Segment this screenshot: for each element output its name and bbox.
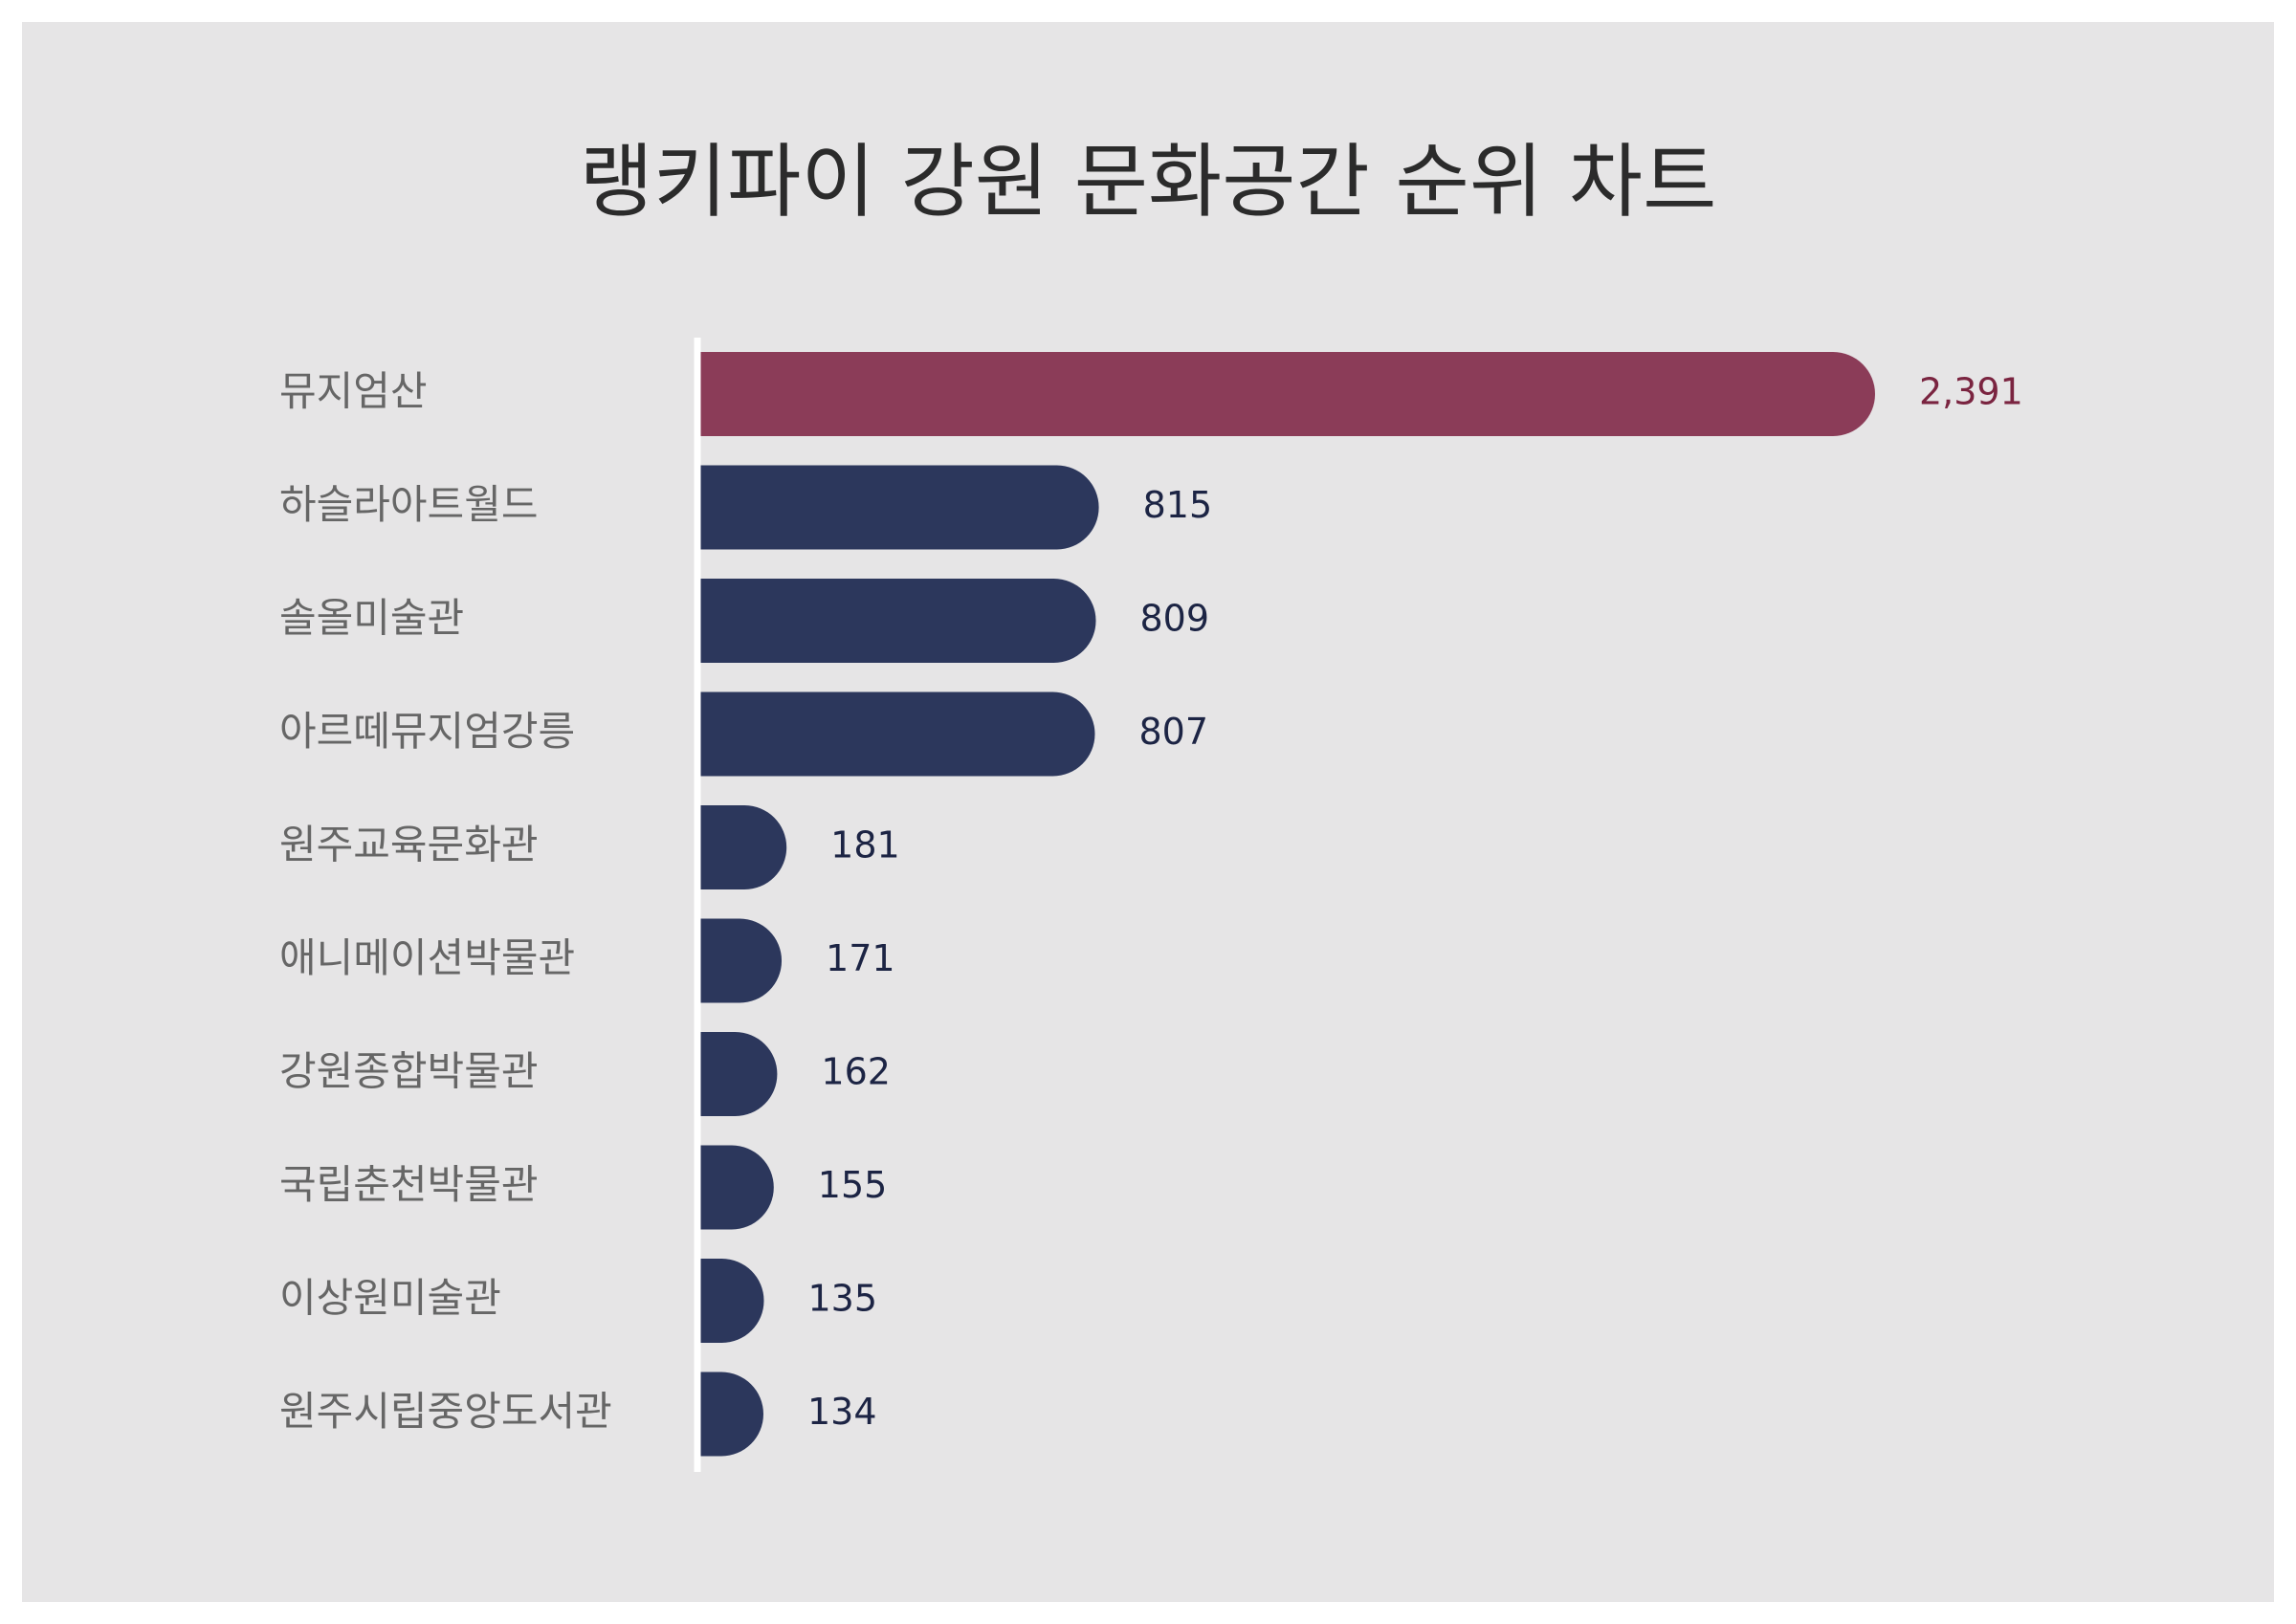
bar-1: [697, 352, 1875, 436]
category-label-2: 하슬라아트월드: [279, 481, 538, 528]
value-label-3: 809: [1140, 598, 1210, 640]
category-label-5: 원주교육문화관: [279, 822, 538, 868]
bar-4: [697, 691, 1095, 777]
value-label-7: 162: [821, 1051, 891, 1093]
bar-2: [697, 465, 1099, 550]
category-label-7: 강원종합박물관: [279, 1048, 538, 1095]
value-label-6: 171: [826, 937, 895, 979]
category-label-8: 국립춘천박물관: [279, 1161, 538, 1208]
value-label-1: 2,391: [1919, 371, 2023, 413]
bar-5: [697, 805, 787, 889]
category-label-9: 이상원미술관: [279, 1275, 501, 1322]
bar-9: [697, 1259, 764, 1343]
value-label-8: 155: [818, 1164, 888, 1206]
category-label-4: 아르떼뮤지엄강릉: [279, 708, 575, 755]
category-label-1: 뮤지엄산: [279, 368, 428, 415]
bar-3: [697, 579, 1096, 663]
value-label-9: 135: [808, 1278, 878, 1320]
chart-title: 랭키파이 강원 문화공간 순위 차트: [579, 135, 1717, 229]
value-label-10: 134: [807, 1391, 877, 1433]
bar-8: [697, 1145, 774, 1230]
category-label-10: 원주시립중앙도서관: [279, 1388, 612, 1435]
bar-7: [697, 1032, 778, 1116]
value-label-2: 815: [1143, 484, 1213, 526]
category-label-3: 솔올미술관: [279, 595, 464, 642]
bar-10: [697, 1372, 763, 1457]
chart-background: [22, 22, 2274, 1602]
bar-6: [697, 918, 783, 1003]
value-label-4: 807: [1138, 711, 1208, 753]
value-label-5: 181: [830, 824, 900, 867]
category-label-6: 애니메이션박물관: [279, 934, 575, 981]
